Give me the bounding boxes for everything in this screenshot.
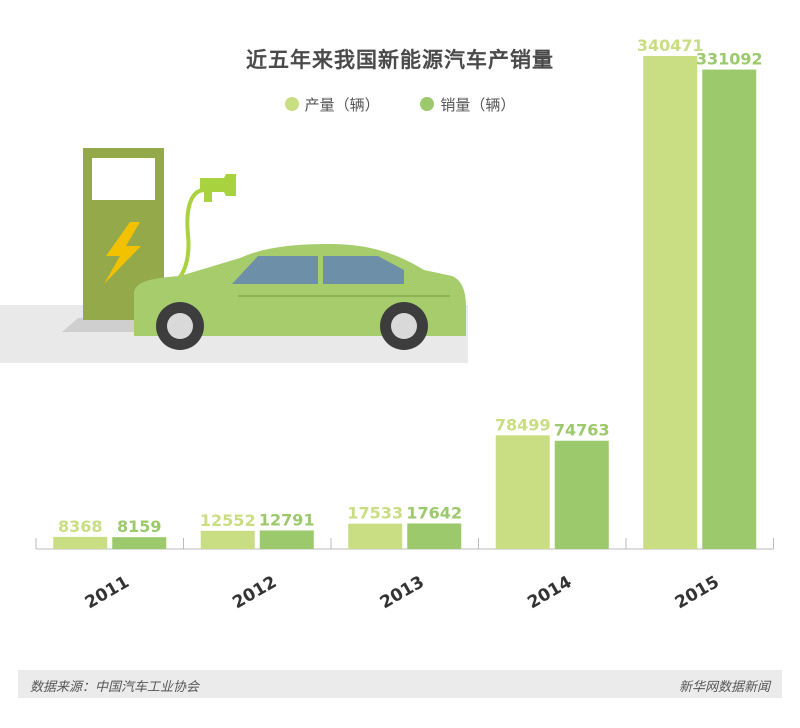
bars: [53, 56, 757, 549]
charging-station-screen: [92, 158, 155, 200]
car-window-divider: [318, 254, 323, 286]
ev-charging-illustration: [0, 148, 468, 363]
publisher-brand: 新华网数据新闻: [678, 680, 770, 695]
data-labels: 8368 8159 12552 12791 17533 17642 78499 74763 34…: [58, 36, 763, 536]
data-label-production-2011: 8368: [58, 517, 103, 536]
bar-production-2013: [348, 523, 403, 549]
x-tick-label-2013: 2013: [377, 572, 428, 613]
data-label-sales-2011: 8159: [117, 517, 162, 536]
data-label-sales-2013: 17642: [406, 503, 462, 522]
x-tick-label-2015: 2015: [672, 572, 723, 613]
legend-swatch-production: [284, 97, 299, 111]
data-label-production-2015: 340471: [637, 36, 704, 55]
bar-sales-2013: [407, 523, 462, 549]
bar-production-2011: [53, 536, 108, 549]
car-wheel-front-hub: [167, 313, 193, 339]
bar-sales-2015: [702, 69, 757, 549]
legend-item-production: 产量（辆）: [284, 94, 380, 115]
x-tick-labels: 2011 2012 2013 2014 2015: [82, 572, 723, 613]
data-label-production-2012: 12552: [200, 511, 256, 530]
x-tick-label-2011: 2011: [82, 572, 133, 613]
bar-sales-2014: [554, 440, 609, 549]
x-tick-label-2014: 2014: [524, 572, 575, 613]
bar-sales-2011: [112, 537, 167, 549]
legend-label-production: 产量（辆）: [304, 96, 380, 114]
chart-title: 近五年来我国新能源汽车产销量: [246, 48, 554, 72]
bar-sales-2012: [259, 530, 314, 549]
data-label-production-2013: 17533: [347, 504, 403, 523]
charging-cable: [174, 188, 206, 284]
x-tick-label-2012: 2012: [229, 572, 280, 613]
data-label-sales-2012: 12791: [259, 510, 315, 529]
car-wheel-rear-hub: [391, 313, 417, 339]
charging-plug-icon: [200, 174, 236, 202]
bar-production-2012: [200, 530, 255, 549]
bar-production-2014: [495, 435, 550, 549]
data-label-sales-2014: 74763: [554, 421, 610, 440]
data-label-production-2014: 78499: [495, 415, 551, 434]
data-label-sales-2015: 331092: [696, 50, 763, 69]
bar-production-2015: [643, 56, 698, 549]
source-note: 数据来源：中国汽车工业协会: [30, 680, 200, 695]
legend-label-sales: 销量（辆）: [440, 96, 516, 114]
legend: 产量（辆） 销量（辆）: [0, 94, 800, 115]
footer-bar: 数据来源：中国汽车工业协会 新华网数据新闻: [18, 670, 782, 698]
lightning-bolt-icon: [104, 222, 141, 284]
legend-swatch-sales: [420, 97, 435, 111]
legend-item-sales: 销量（辆）: [420, 94, 515, 115]
